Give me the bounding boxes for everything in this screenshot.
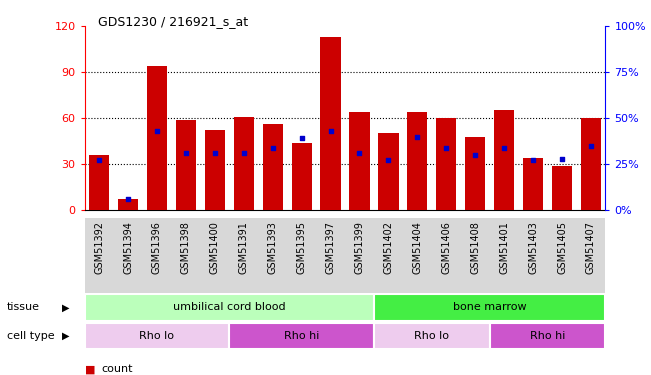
Point [412,134,422,140]
Text: GSM51404: GSM51404 [412,221,422,274]
Point [499,144,509,150]
Text: ▶: ▶ [62,331,70,340]
Bar [350,112,370,210]
Text: Rho lo: Rho lo [414,331,449,340]
Bar [552,166,572,210]
Bar [229,322,374,349]
Text: tissue: tissue [7,303,40,312]
Bar [262,124,283,210]
Text: umbilical cord blood: umbilical cord blood [173,303,286,312]
Point [383,158,394,164]
Point [181,150,191,156]
Text: GSM51392: GSM51392 [94,221,104,274]
Text: GSM51394: GSM51394 [123,221,133,274]
Text: GSM51396: GSM51396 [152,221,162,274]
Bar [292,142,312,210]
Point [238,150,249,156]
Text: GSM51397: GSM51397 [326,221,335,274]
Point [557,156,567,162]
Text: ▶: ▶ [62,303,70,312]
Text: GSM51391: GSM51391 [239,221,249,274]
Text: cell type: cell type [7,331,54,340]
Point [528,158,538,164]
Text: GSM51401: GSM51401 [499,221,509,274]
Bar [89,155,109,210]
Text: GSM51408: GSM51408 [470,221,480,274]
Text: GSM51399: GSM51399 [355,221,365,274]
Bar [490,322,605,349]
Bar [85,322,229,349]
Bar [118,199,138,210]
Point [441,144,452,150]
Bar [436,118,456,210]
Bar [85,294,374,321]
Bar [147,66,167,210]
Point [152,128,162,134]
Point [123,196,133,202]
Point [296,135,307,141]
Text: GSM51393: GSM51393 [268,221,278,274]
Text: ■: ■ [85,364,95,374]
Point [94,158,104,164]
Point [268,144,278,150]
Bar [234,117,254,210]
Point [586,143,596,149]
Text: GSM51400: GSM51400 [210,221,220,274]
Text: bone marrow: bone marrow [453,303,527,312]
Bar [176,120,196,210]
Text: GSM51395: GSM51395 [297,221,307,274]
Point [354,150,365,156]
Bar [204,130,225,210]
Text: GSM51398: GSM51398 [181,221,191,274]
Point [470,152,480,158]
Bar [320,37,340,210]
Point [210,150,220,156]
Text: GSM51402: GSM51402 [383,221,393,274]
Bar [523,158,543,210]
Text: GSM51406: GSM51406 [441,221,451,274]
Text: GDS1230 / 216921_s_at: GDS1230 / 216921_s_at [98,15,248,28]
Text: GSM51405: GSM51405 [557,221,567,274]
Text: count: count [101,364,132,374]
Bar [494,111,514,210]
Text: Rho hi: Rho hi [530,331,565,340]
Bar [465,136,486,210]
Bar [378,134,398,210]
Bar [408,112,428,210]
Bar [374,322,490,349]
Text: GSM51407: GSM51407 [586,221,596,274]
Text: Rho hi: Rho hi [284,331,320,340]
Text: Rho lo: Rho lo [139,331,174,340]
Bar [374,294,605,321]
Point [326,128,336,134]
Text: GSM51403: GSM51403 [528,221,538,274]
Bar [581,118,601,210]
